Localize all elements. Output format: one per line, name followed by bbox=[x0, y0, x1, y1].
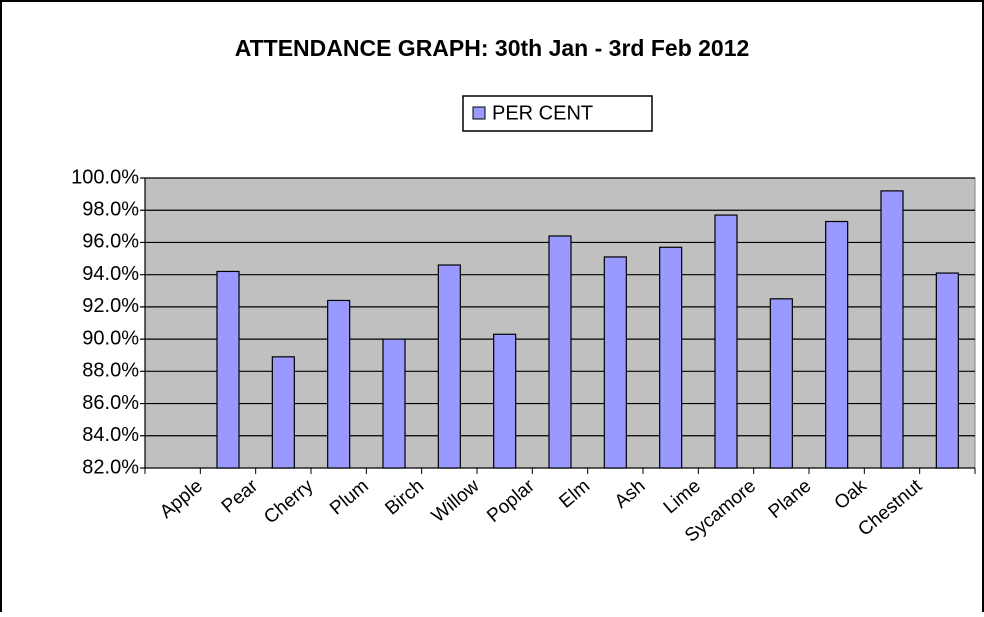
chart-title: ATTENDANCE GRAPH: 30th Jan - 3rd Feb 201… bbox=[235, 35, 750, 61]
bar bbox=[493, 333, 517, 469]
bar bbox=[714, 214, 738, 469]
bar bbox=[659, 246, 683, 469]
y-tick-label: 98.0% bbox=[82, 199, 139, 221]
bar bbox=[880, 190, 904, 469]
bar bbox=[825, 220, 849, 469]
y-tick-label: 90.0% bbox=[82, 327, 139, 349]
y-tick-label: 100.0% bbox=[71, 166, 139, 188]
bar bbox=[271, 356, 295, 469]
y-tick-label: 86.0% bbox=[82, 392, 139, 414]
y-tick-label: 84.0% bbox=[82, 424, 139, 446]
y-tick-label: 82.0% bbox=[82, 456, 139, 478]
y-tick-label: 94.0% bbox=[82, 263, 139, 285]
bar bbox=[548, 235, 572, 469]
bar bbox=[216, 270, 240, 469]
bar bbox=[327, 299, 351, 469]
bar bbox=[437, 264, 461, 469]
y-tick-label: 92.0% bbox=[82, 295, 139, 317]
y-tick-label: 88.0% bbox=[82, 360, 139, 382]
bar bbox=[935, 272, 959, 469]
legend-box bbox=[462, 95, 653, 132]
bar bbox=[769, 298, 793, 469]
bar bbox=[603, 256, 627, 469]
y-tick-label: 96.0% bbox=[82, 231, 139, 253]
bar bbox=[382, 338, 406, 469]
legend-swatch bbox=[472, 106, 486, 120]
legend-label: PER CENT bbox=[492, 102, 593, 124]
